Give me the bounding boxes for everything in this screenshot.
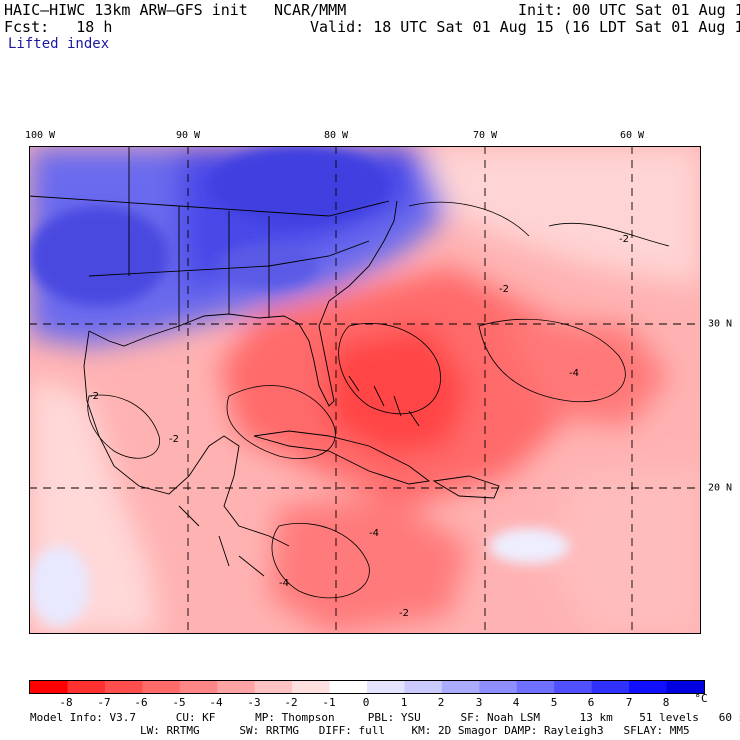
colorbar-tick: -7 (97, 696, 111, 709)
colorbar-tick: 1 (400, 696, 408, 709)
colorbar-swatch (30, 680, 68, 694)
contour-label: -2 (169, 434, 179, 445)
unstable-region-atlantic (499, 316, 669, 426)
cuba-coastline (253, 430, 431, 485)
lat-label-20n: 20 N (708, 482, 733, 494)
colorbar-swatch (666, 680, 705, 694)
colorbar-swatch (554, 680, 593, 694)
lifted-index-map: -2 -2 -2 -2 -2 -4 -4 -4 (29, 146, 701, 634)
contour-label: -2 (89, 391, 99, 402)
colorbar-swatch (67, 680, 106, 694)
colorbar-swatch (479, 680, 518, 694)
colorbar-swatch (104, 680, 143, 694)
colorbar-tick: -8 (59, 696, 73, 709)
colorbar-swatch (254, 680, 293, 694)
lon-label-60w: 60 W (619, 130, 645, 141)
colorbar-unit: °C (694, 692, 708, 705)
colorbar-frame (29, 680, 705, 694)
contour-line (271, 523, 370, 599)
colorbar-swatch (179, 680, 218, 694)
colorbar-tick: 7 (625, 696, 633, 709)
valid-time: Valid: 18 UTC Sat 01 Aug 15 (16 LDT Sat … (310, 18, 740, 36)
model-title: HAIC–HIWC 13km ARW–GFS init (4, 1, 248, 19)
colorbar-tick: -4 (209, 696, 223, 709)
colorbar-swatch (516, 680, 555, 694)
lon-label-70w: 70 W (472, 130, 498, 141)
colorbar-tick: 2 (437, 696, 445, 709)
bahamas-islands (348, 375, 420, 427)
state-borders (29, 146, 390, 331)
colorbar-swatch (404, 680, 443, 694)
coastlines (29, 146, 500, 577)
mexico-coastline (83, 330, 290, 547)
colorbar (29, 680, 705, 694)
colorbar-tick: 8 (662, 696, 670, 709)
forecast-hour: Fcst: 18 h (4, 18, 113, 36)
lon-label-90w: 90 W (175, 130, 201, 141)
lat-label-30n: 30 N (708, 318, 733, 330)
colorbar-tick: -6 (134, 696, 148, 709)
contour-label: -2 (399, 608, 409, 619)
contour-label: -4 (279, 578, 289, 589)
colorbar-tick: 3 (475, 696, 483, 709)
colorbar-swatch (367, 680, 405, 694)
field-name: Lifted index (8, 36, 110, 52)
contour-line (478, 318, 626, 403)
graticule (29, 146, 701, 634)
contour-line (408, 201, 670, 247)
lon-label-100w: 100 W (24, 130, 56, 141)
colorbar-tick: 5 (550, 696, 558, 709)
contour-label: -2 (499, 284, 509, 295)
model-info-line2: LW: RRTMG SW: RRTMG DIFF: full KM: 2D Sm… (140, 724, 690, 737)
colorbar-tick: 0 (362, 696, 370, 709)
init-time: Init: 00 UTC Sat 01 Aug 15 (518, 1, 740, 19)
contours (87, 201, 670, 599)
colorbar-swatch (292, 680, 331, 694)
colorbar-tick: -1 (322, 696, 336, 709)
lon-label-80w: 80 W (323, 130, 349, 141)
colorbar-swatch (629, 680, 668, 694)
hispaniola-coastline (432, 475, 500, 499)
colorbar-tick: -5 (172, 696, 186, 709)
colorbar-swatch (591, 680, 630, 694)
colorbar-swatch (441, 680, 480, 694)
colorbar-tick: -3 (247, 696, 261, 709)
contour-line (226, 385, 336, 459)
colorbar-tick: 4 (512, 696, 520, 709)
colorbar-tick: 6 (587, 696, 595, 709)
org-label: NCAR/MMM (274, 1, 347, 19)
stable-cell-ohio (209, 146, 389, 226)
contour-line (338, 323, 441, 415)
gulf-coastline (88, 200, 398, 407)
model-info-line1: Model Info: V3.7 CU: KF MP: Thompson PBL… (30, 711, 740, 724)
contour-label: -4 (369, 528, 379, 539)
unstable-region-core (329, 326, 469, 456)
map-frame (29, 146, 701, 634)
neutral-region-southeast (549, 466, 701, 634)
colorbar-swatch (329, 680, 368, 694)
stable-cell-plains (29, 206, 169, 306)
neutral-patch-pacific (29, 546, 89, 626)
colorbar-swatch (142, 680, 181, 694)
contour-label: -4 (569, 368, 579, 379)
colorbar-tick: -2 (284, 696, 298, 709)
neutral-patch-caribbean (489, 528, 569, 564)
contour-label: -2 (619, 234, 629, 245)
central-america-borders (178, 505, 265, 577)
contour-line (87, 394, 160, 459)
neutral-region-northeast (419, 146, 701, 286)
colorbar-swatch (217, 680, 256, 694)
